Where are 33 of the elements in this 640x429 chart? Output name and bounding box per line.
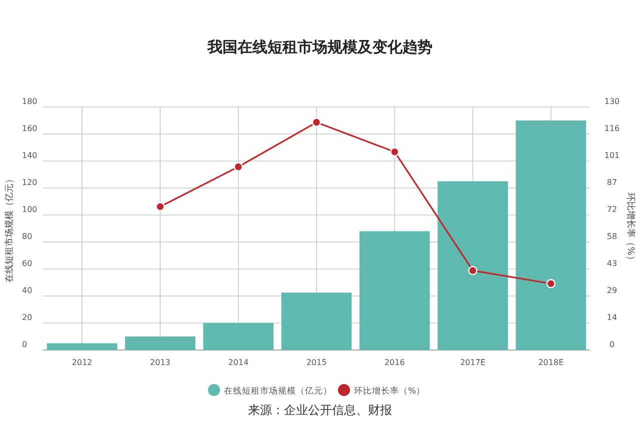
x-tick-label: 2018E (538, 358, 564, 367)
y2-tick-label: 0 (609, 340, 615, 349)
y2-tick-label: 116 (604, 124, 620, 133)
y-tick-label: 20 (22, 313, 32, 322)
x-tick-label: 2016 (384, 358, 405, 367)
y2-tick-label: 130 (604, 97, 620, 106)
y-tick-label: 40 (22, 286, 32, 295)
y-tick-label: 180 (22, 97, 38, 106)
y2-axis-title: 环比增长率（%） (625, 192, 636, 264)
y2-tick-label: 72 (606, 205, 618, 214)
y2-tick-label: 87 (606, 178, 618, 187)
x-tick-label: 2012 (72, 358, 92, 367)
y-tick-label: 0 (22, 340, 28, 349)
y2-tick-label: 58 (606, 232, 618, 241)
legend-label: 在线短租市场规模（亿元） (224, 386, 332, 396)
legend-label: 环比增长率（%） (354, 386, 426, 396)
y-tick-label: 100 (22, 205, 38, 214)
x-tick-label: 2013 (150, 358, 170, 367)
x-tick-label: 2015 (306, 358, 327, 367)
y-axis-title: 在线短租市场规模（亿元） (4, 174, 15, 282)
y2-tick-label: 101 (604, 151, 620, 160)
source-note: 来源：企业公开信息、财报 (248, 403, 392, 417)
y-tick-label: 80 (22, 232, 32, 241)
y2-tick-label: 14 (606, 313, 618, 322)
chart-title: 我国在线短租市场规模及变化趋势 (206, 38, 432, 56)
y2-tick-label: 29 (606, 286, 618, 295)
y-tick-label: 140 (22, 151, 38, 160)
x-tick-label: 2017E (460, 358, 486, 367)
y-tick-label: 120 (22, 178, 38, 187)
y-tick-label: 160 (22, 124, 38, 133)
y-tick-label: 60 (22, 259, 32, 268)
x-tick-label: 2014 (228, 358, 249, 367)
y2-tick-label: 43 (606, 259, 618, 268)
